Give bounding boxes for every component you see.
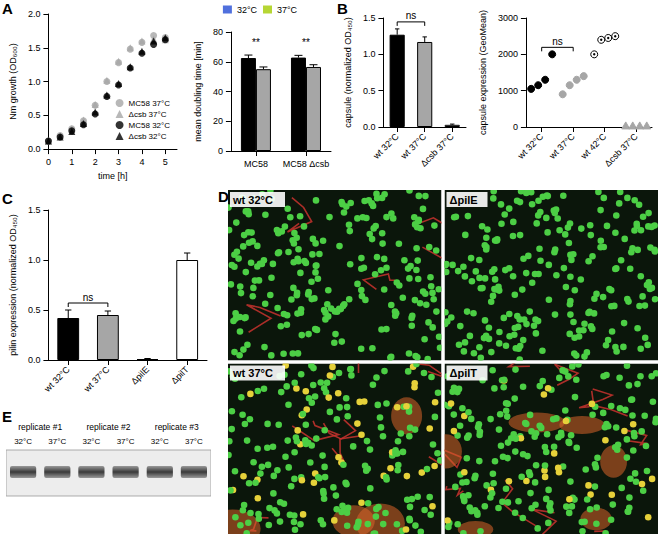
svg-text:20: 20 <box>213 116 223 126</box>
svg-text:wt 32°C: wt 32°C <box>371 131 401 161</box>
svg-text:60: 60 <box>213 57 223 67</box>
svg-text:32°C: 32°C <box>14 437 32 446</box>
svg-text:**: ** <box>302 37 310 48</box>
svg-text:wt 37°C: wt 37°C <box>81 364 111 394</box>
svg-text:wt 37°C: wt 37°C <box>398 131 429 161</box>
svg-text:replicate #2: replicate #2 <box>87 422 131 432</box>
svg-text:0.0: 0.0 <box>28 144 41 154</box>
svg-text:0: 0 <box>46 157 51 167</box>
svg-text:Δcsb 32°C: Δcsb 32°C <box>129 132 167 141</box>
svg-text:ns: ns <box>83 292 94 303</box>
svg-text:1000: 1000 <box>498 86 518 96</box>
svg-text:replicate #1: replicate #1 <box>18 422 62 432</box>
svg-text:37°C: 37°C <box>117 437 135 446</box>
svg-text:MC58 37°C: MC58 37°C <box>129 99 171 108</box>
html-text:A: A <box>2 0 13 17</box>
svg-text:1.5: 1.5 <box>28 43 41 53</box>
svg-text:37°C: 37°C <box>48 437 66 446</box>
svg-text:wt 37°C: wt 37°C <box>547 131 577 161</box>
svg-text:MC58: MC58 <box>244 159 268 169</box>
svg-text:1.5: 1.5 <box>28 205 41 215</box>
svg-text:**: ** <box>252 37 260 48</box>
svg-text:ΔpilE: ΔpilE <box>450 194 478 206</box>
svg-text:1.0: 1.0 <box>363 49 376 59</box>
svg-text:ΔpilE: ΔpilE <box>129 364 151 386</box>
svg-text:2: 2 <box>93 157 98 167</box>
html-text:C: C <box>2 190 13 207</box>
svg-text:Δcsb 37°C: Δcsb 37°C <box>419 131 457 169</box>
svg-text:ns: ns <box>406 10 417 21</box>
svg-text:2000: 2000 <box>498 49 518 59</box>
svg-text:ΔpilT: ΔpilT <box>450 367 478 379</box>
svg-text:1.5: 1.5 <box>363 13 376 23</box>
svg-text:0: 0 <box>513 122 518 132</box>
svg-text:Δcsb 37°C: Δcsb 37°C <box>603 131 641 169</box>
svg-text:ΔpilT: ΔpilT <box>169 364 191 386</box>
svg-text:Δcsb 37°C: Δcsb 37°C <box>129 110 167 119</box>
svg-text:ns: ns <box>552 36 563 47</box>
svg-text:32°C: 32°C <box>237 5 258 15</box>
svg-text:0.5: 0.5 <box>28 305 41 315</box>
svg-text:MC58 Δcsb: MC58 Δcsb <box>283 159 330 169</box>
svg-text:1.0: 1.0 <box>28 255 41 265</box>
svg-text:4: 4 <box>139 157 144 167</box>
html-text:D: D <box>218 188 229 205</box>
svg-text:37°C: 37°C <box>185 437 203 446</box>
svg-text:wt 37°C: wt 37°C <box>232 367 273 379</box>
html-text:E: E <box>2 408 12 425</box>
svg-text:1: 1 <box>69 157 74 167</box>
svg-text:wt 32°C: wt 32°C <box>232 194 273 206</box>
svg-text:wt 32°C: wt 32°C <box>515 131 545 161</box>
svg-text:pilin expression (normalized O: pilin expression (normalized OD₄₅₀) <box>8 214 18 356</box>
svg-text:32°C: 32°C <box>82 437 100 446</box>
svg-text:MC58 32°C: MC58 32°C <box>129 121 171 130</box>
svg-text:wt 32°C: wt 32°C <box>42 364 72 394</box>
html-text:B: B <box>337 0 348 17</box>
svg-text:32°C: 32°C <box>151 437 169 446</box>
svg-text:0.5: 0.5 <box>28 110 41 120</box>
svg-text:replicate #3: replicate #3 <box>155 422 199 432</box>
svg-text:80: 80 <box>213 27 223 37</box>
svg-text:0: 0 <box>218 146 223 156</box>
svg-text:capsule expression (GeoMean): capsule expression (GeoMean) <box>478 10 488 135</box>
svg-text:wt 42°C: wt 42°C <box>578 131 608 161</box>
svg-text:3000: 3000 <box>498 13 518 23</box>
svg-text:5: 5 <box>163 157 168 167</box>
svg-text:0.5: 0.5 <box>363 86 376 96</box>
svg-text:capsule (normalized OD₄₅₀): capsule (normalized OD₄₅₀) <box>343 17 353 128</box>
svg-text:time [h]: time [h] <box>98 171 128 181</box>
svg-text:0.0: 0.0 <box>28 355 41 365</box>
svg-text:1.0: 1.0 <box>28 77 41 87</box>
svg-text:3: 3 <box>116 157 121 167</box>
svg-text:40: 40 <box>213 87 223 97</box>
svg-text:mean doubling time [min]: mean doubling time [min] <box>193 41 203 142</box>
svg-text:37°C: 37°C <box>277 5 298 15</box>
svg-text:2.0: 2.0 <box>28 9 41 19</box>
svg-text:0.0: 0.0 <box>363 122 376 132</box>
svg-text:Nm growth (OD₆₀₀): Nm growth (OD₆₀₀) <box>8 43 18 120</box>
